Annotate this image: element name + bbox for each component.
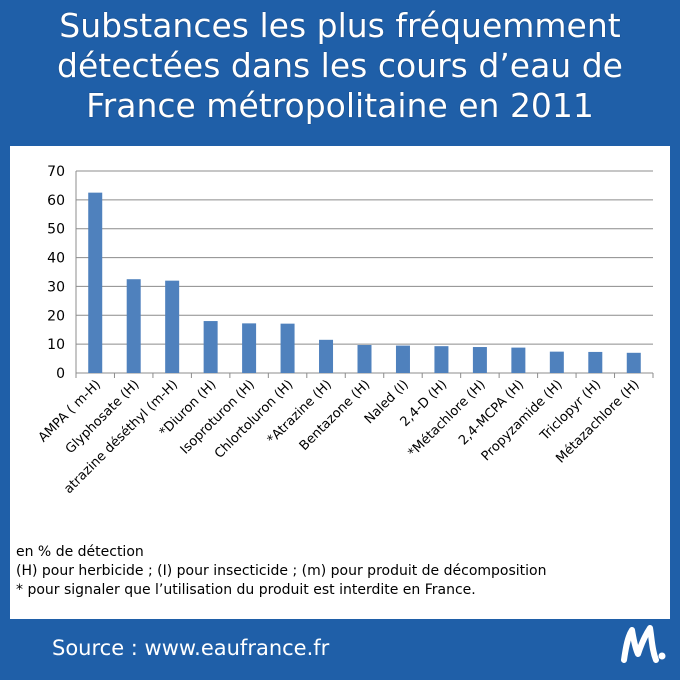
note-unit: en % de détection bbox=[16, 544, 144, 560]
bar bbox=[588, 351, 603, 373]
source-link[interactable]: Source : www.eaufrance.fr bbox=[52, 636, 330, 660]
note-legend: (H) pour herbicide ; (I) pour insecticid… bbox=[16, 563, 547, 579]
y-tick-label: 30 bbox=[47, 279, 65, 295]
brand-logo-icon bbox=[621, 625, 666, 663]
bar bbox=[472, 347, 487, 373]
bar bbox=[319, 339, 334, 373]
bar bbox=[395, 345, 410, 373]
bar bbox=[434, 346, 449, 373]
chart-notes: en % de détection (H) pour herbicide ; (… bbox=[10, 541, 670, 619]
title-line-3: France métropolitaine en 2011 bbox=[86, 86, 594, 125]
y-tick-label: 20 bbox=[47, 308, 65, 324]
bar bbox=[280, 323, 295, 373]
bar bbox=[242, 323, 257, 373]
bar bbox=[203, 321, 218, 373]
y-tick-label: 40 bbox=[47, 251, 65, 267]
note-asterisk: * pour signaler que l’utilisation du pro… bbox=[16, 582, 476, 598]
bar bbox=[88, 192, 103, 373]
bar bbox=[126, 279, 141, 373]
y-tick-label: 60 bbox=[47, 193, 65, 209]
bar bbox=[549, 351, 564, 373]
bar bbox=[357, 345, 372, 373]
chart-title: Substances les plus fréquemment détectée… bbox=[0, 6, 680, 126]
bar bbox=[626, 352, 641, 373]
y-tick-label: 10 bbox=[47, 337, 65, 353]
y-tick-label: 0 bbox=[56, 366, 65, 382]
title-line-1: Substances les plus fréquemment bbox=[59, 6, 621, 45]
bar bbox=[511, 347, 526, 373]
chart-panel: 0 10 20 30 40 50 60 70 AMPA ( m-H) Glyphosate (H)… bbox=[10, 146, 670, 541]
y-tick-label: 70 bbox=[47, 164, 65, 180]
bar bbox=[165, 280, 180, 373]
y-tick-label: 50 bbox=[47, 222, 65, 238]
title-line-2: détectées dans les cours d’eau de bbox=[57, 46, 623, 85]
